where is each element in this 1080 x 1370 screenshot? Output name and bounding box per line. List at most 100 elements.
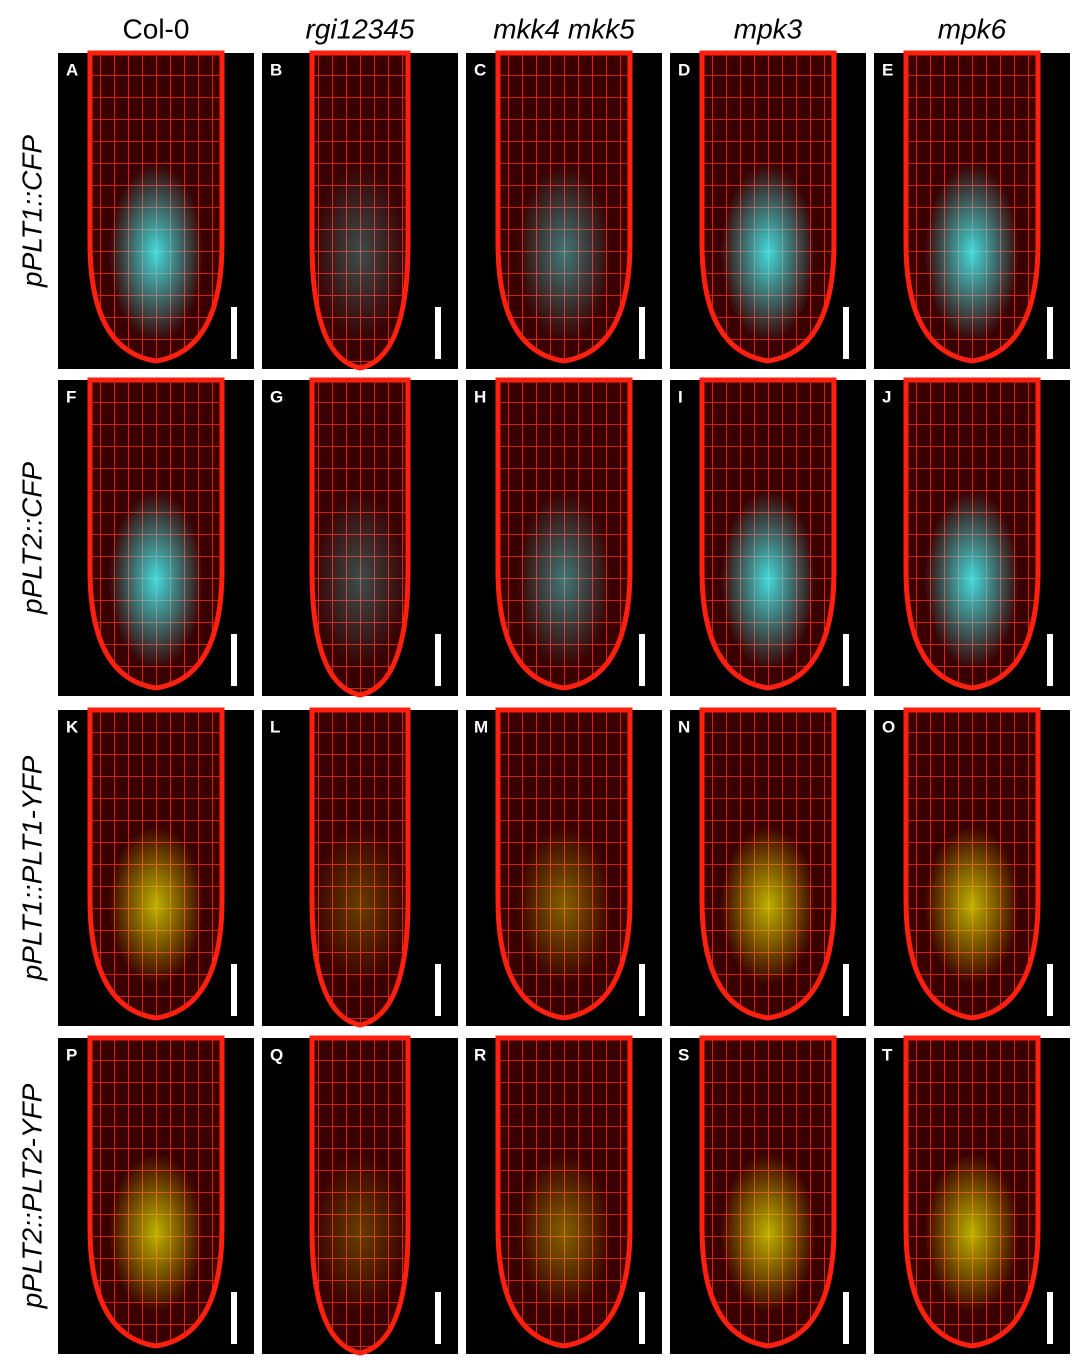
root-outline [495, 707, 633, 1021]
expression-signal [312, 163, 408, 343]
micrograph-panel: B [262, 50, 458, 371]
panel-letter: Q [270, 1045, 283, 1064]
micrograph-panel: M [466, 707, 662, 1026]
row-label: pPLT2::PLT2-YFP [16, 1083, 47, 1309]
panel-letter: J [882, 387, 891, 406]
scale-bar [639, 307, 645, 359]
expression-signal [516, 490, 612, 670]
expression-signal [924, 490, 1020, 670]
expression-signal [108, 1153, 204, 1313]
row-label: pPLT1::CFP [16, 135, 47, 288]
scale-bar [1047, 1292, 1053, 1344]
scale-bar [843, 964, 849, 1016]
panel-letter: N [678, 717, 690, 736]
micrograph-panel: I [670, 377, 866, 696]
expression-signal [108, 163, 204, 343]
panel-letter: C [474, 60, 486, 79]
expression-signal [108, 825, 204, 985]
expression-signal [312, 490, 408, 670]
panel-letter: O [882, 717, 895, 736]
column-header: rgi12345 [306, 13, 415, 44]
root-outline [309, 377, 411, 698]
scale-bar [1047, 634, 1053, 686]
column-header: Col-0 [123, 13, 190, 44]
column-header: mpk6 [938, 13, 1007, 44]
micrograph-panel: H [466, 377, 662, 696]
scale-bar [1047, 964, 1053, 1016]
micrograph-panel: J [874, 377, 1070, 696]
root-outline [699, 377, 837, 691]
micrograph-panel: C [466, 50, 662, 369]
column-header: mkk4 mkk5 [493, 13, 635, 44]
panel-letter: T [882, 1045, 893, 1064]
root-outline [87, 1035, 225, 1349]
scale-bar [639, 634, 645, 686]
panel-letter: D [678, 60, 690, 79]
root-outline [495, 1035, 633, 1349]
scale-bar [639, 964, 645, 1016]
panel-letter: A [66, 60, 78, 79]
micrograph-panel: T [874, 1035, 1070, 1354]
root-outline [87, 377, 225, 691]
micrograph-panel: G [262, 377, 458, 698]
root-outline [903, 1035, 1041, 1349]
scale-bar [843, 1292, 849, 1344]
root-outline [699, 50, 837, 364]
panel-letter: I [678, 387, 683, 406]
panel-letter: L [270, 717, 280, 736]
scale-bar [435, 307, 441, 359]
scale-bar [435, 964, 441, 1016]
expression-signal [312, 825, 408, 985]
expression-signal [108, 490, 204, 670]
micrograph-panel: A [58, 50, 254, 369]
scale-bar [231, 964, 237, 1016]
root-outline [903, 707, 1041, 1021]
expression-signal [720, 825, 816, 985]
micrograph-panel: N [670, 707, 866, 1026]
scale-bar [1047, 307, 1053, 359]
root-outline [309, 50, 411, 371]
expression-signal [924, 825, 1020, 985]
micrograph-panel: Q [262, 1035, 458, 1356]
panel-letter: F [66, 387, 76, 406]
row-label: pPLT2::CFP [16, 462, 47, 615]
micrograph-panel: P [58, 1035, 254, 1354]
panel-letter: G [270, 387, 283, 406]
micrograph-panel: E [874, 50, 1070, 369]
root-outline [309, 1035, 411, 1356]
root-outline [699, 707, 837, 1021]
expression-signal [924, 163, 1020, 343]
panel-letter: B [270, 60, 282, 79]
micrograph-panel: D [670, 50, 866, 369]
scale-bar [435, 1292, 441, 1344]
panel-letter: M [474, 717, 488, 736]
scale-bar [843, 307, 849, 359]
expression-signal [516, 1153, 612, 1313]
root-outline [699, 1035, 837, 1349]
expression-signal [720, 490, 816, 670]
panel-letter: H [474, 387, 486, 406]
scale-bar [231, 307, 237, 359]
scale-bar [843, 634, 849, 686]
scale-bar [231, 1292, 237, 1344]
micrograph-panel: F [58, 377, 254, 696]
micrograph-panel: O [874, 707, 1070, 1026]
root-outline [903, 50, 1041, 364]
expression-signal [924, 1153, 1020, 1313]
expression-signal [516, 825, 612, 985]
row-label: pPLT1::PLT1-YFP [16, 755, 47, 981]
panel-letter: R [474, 1045, 486, 1064]
panel-letter: S [678, 1045, 689, 1064]
root-outline [903, 377, 1041, 691]
root-outline [87, 50, 225, 364]
micrograph-panel: L [262, 707, 458, 1028]
root-outline [309, 707, 411, 1028]
root-outline [87, 707, 225, 1021]
micrograph-panel: S [670, 1035, 866, 1354]
expression-signal [312, 1153, 408, 1313]
expression-signal [720, 1153, 816, 1313]
panel-letter: P [66, 1045, 77, 1064]
expression-signal [516, 163, 612, 343]
scale-bar [231, 634, 237, 686]
